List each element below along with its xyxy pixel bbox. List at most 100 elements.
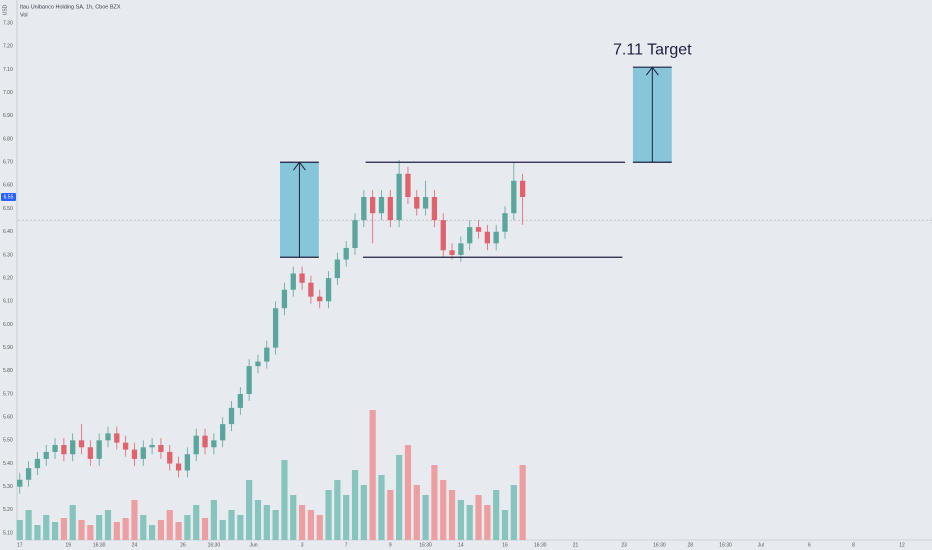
y-tick-label: 6.70 [3, 160, 13, 166]
y-tick-label: 6.20 [3, 275, 13, 281]
candle-body [70, 440, 76, 455]
volume-bar [78, 520, 85, 540]
x-tick-label: 21 [573, 542, 579, 548]
volume-bar [16, 520, 23, 540]
candle-body [211, 440, 217, 448]
volume-bar [290, 495, 297, 540]
candle-body [458, 243, 464, 255]
y-tick-label: 5.80 [3, 368, 13, 374]
candle-body [502, 213, 508, 232]
x-tick-label: 16:30 [419, 542, 432, 548]
volume-bar [343, 495, 350, 540]
candle-body [122, 442, 129, 450]
x-tick-label: 16:30 [93, 542, 106, 548]
candle-body [431, 196, 438, 221]
candle-body [370, 196, 376, 214]
volume-bar [387, 490, 394, 540]
candle-body [87, 447, 93, 459]
currency-label: USD [2, 4, 8, 15]
candle-body [193, 435, 199, 455]
x-tick-label: Jun [250, 542, 258, 548]
volume-bar [157, 520, 165, 540]
x-tick-label: 9 [389, 542, 392, 548]
y-tick-label: 6.10 [3, 299, 13, 305]
volume-bar [201, 518, 209, 540]
volume-bar [325, 490, 332, 540]
volume-bar [34, 525, 41, 540]
candle-body [343, 247, 349, 260]
volume-bar [360, 485, 367, 540]
measure-box-arrowhead [293, 161, 306, 171]
candle-body [202, 435, 208, 448]
y-tick-label: 6.60 [3, 183, 13, 189]
volume-label: Vol [20, 12, 28, 18]
volume-bar [228, 510, 235, 540]
candle-body [61, 444, 67, 455]
candle-body [405, 173, 411, 197]
candle-body [255, 361, 261, 367]
volume-bar [149, 525, 156, 540]
volume-bar [316, 515, 323, 540]
volume-bar [51, 522, 59, 540]
candle-body [264, 347, 270, 362]
volume-bar [369, 410, 376, 540]
candle-body [414, 196, 420, 209]
x-tick-label: 6 [808, 542, 811, 548]
volume-bar [25, 510, 32, 540]
x-tick-label: 16:30 [208, 542, 221, 548]
candle-body [317, 296, 323, 302]
candle-body [519, 180, 526, 197]
volume-bar [307, 510, 314, 540]
candle-body [34, 458, 41, 469]
volume-bar [298, 505, 306, 540]
y-tick-label: 5.30 [3, 484, 13, 490]
candle-body [167, 451, 173, 464]
volume-bar [457, 500, 464, 540]
last-price-label: 6.55 [4, 194, 14, 200]
volume-bar [501, 510, 509, 540]
candle-body [17, 479, 23, 487]
volume-bar [43, 515, 50, 540]
y-tick-label: 7.30 [3, 21, 13, 27]
y-tick-label: 5.40 [3, 461, 13, 467]
volume-bar [263, 505, 270, 540]
volume-bar [378, 475, 385, 540]
y-tick-label: 7.20 [3, 44, 13, 50]
candle-body [511, 180, 517, 214]
volume-bar [396, 455, 403, 540]
volume-bar [113, 522, 120, 540]
candle-body [493, 231, 499, 244]
volume-bar [60, 518, 67, 540]
y-tick-label: 5.60 [3, 414, 13, 420]
volume-bar [493, 490, 500, 540]
volume-bar [281, 460, 288, 540]
y-tick-label: 5.70 [3, 391, 13, 397]
x-tick-label: 7 [345, 542, 348, 548]
y-tick-label: 6.50 [3, 206, 13, 212]
volume-bar [166, 510, 173, 540]
target-box-arrowhead [645, 66, 659, 76]
candle-body [246, 366, 252, 394]
volume-bar [475, 495, 482, 540]
candle-body [325, 278, 332, 302]
x-tick-label: 8 [852, 542, 855, 548]
candle-body [175, 463, 182, 471]
volume-bar [175, 522, 182, 540]
volume-bar [219, 520, 226, 540]
volume-bar [484, 505, 491, 540]
x-tick-label: 16:30 [719, 542, 732, 548]
candle-body [96, 440, 102, 459]
candle-body [149, 444, 155, 448]
volume-bar [104, 510, 112, 540]
x-tick-label: 23 [621, 542, 627, 548]
candle-body [387, 196, 393, 221]
volume-bar [440, 480, 447, 540]
x-tick-label: 28 [687, 542, 693, 548]
candle-body [272, 308, 279, 348]
y-tick-label: 6.00 [3, 322, 13, 328]
volume-bar [87, 525, 94, 540]
candle-body [220, 424, 226, 441]
x-tick-label: 14 [458, 542, 464, 548]
